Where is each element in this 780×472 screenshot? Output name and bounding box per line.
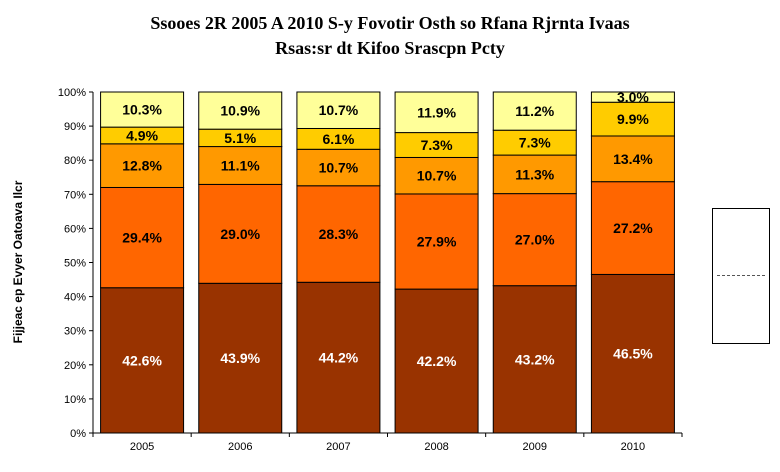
y-tick-label: 90% xyxy=(64,121,86,133)
bar-segment xyxy=(394,288,479,434)
bar-segment xyxy=(296,281,381,434)
y-tick-label: 40% xyxy=(64,292,86,304)
data-label: 11.9% xyxy=(417,104,456,120)
y-tick-label: 100% xyxy=(58,87,86,99)
bar-segment xyxy=(492,154,577,195)
bar-segment xyxy=(296,91,381,129)
data-label: 6.1% xyxy=(322,131,354,147)
data-label: 27.0% xyxy=(515,232,555,248)
data-label: 3.0% xyxy=(617,89,649,105)
data-label: 13.4% xyxy=(613,151,653,167)
data-label: 42.2% xyxy=(417,353,457,369)
data-label: 43.9% xyxy=(220,350,260,366)
data-label: 10.3% xyxy=(122,102,162,118)
y-tick-label: 30% xyxy=(64,326,86,338)
bar-segment xyxy=(100,186,185,289)
bar-segment xyxy=(590,101,675,137)
data-label: 27.9% xyxy=(417,234,457,250)
data-label: 42.6% xyxy=(122,352,162,368)
y-tick-label: 80% xyxy=(64,155,86,167)
bar-segment xyxy=(394,91,479,134)
data-label: 5.1% xyxy=(224,130,256,146)
bar-segment xyxy=(394,132,479,158)
y-tick-label: 0% xyxy=(70,428,86,440)
x-tick-label: 2008 xyxy=(424,441,448,453)
bar-segment xyxy=(590,91,675,103)
x-tick-label: 2006 xyxy=(228,441,252,453)
data-label: 11.2% xyxy=(515,103,554,119)
bar-segment xyxy=(198,282,283,434)
data-label: 10.7% xyxy=(417,168,457,184)
data-label: 12.8% xyxy=(122,158,162,174)
data-label: 10.7% xyxy=(319,160,359,176)
chart-title: Ssooes 2R 2005 A 2010 S-y Fovotir Osth s… xyxy=(150,13,630,33)
data-label: 11.1% xyxy=(221,157,260,173)
bar-segment xyxy=(198,183,283,284)
y-tick-label: 60% xyxy=(64,223,86,235)
data-label: 7.3% xyxy=(421,137,453,153)
data-label: 10.7% xyxy=(319,102,359,118)
bar-segment xyxy=(394,193,479,290)
x-tick-label: 2005 xyxy=(130,441,154,453)
bar-segment xyxy=(394,156,479,195)
bar-segment xyxy=(296,185,381,283)
bar-segment xyxy=(100,91,185,128)
legend xyxy=(712,208,770,344)
bar-segment xyxy=(296,148,381,187)
data-label: 44.2% xyxy=(319,350,359,366)
bar-segment xyxy=(492,285,577,434)
chart-subtitle: Rsas:sr dt Kifoo Srascpn Pcty xyxy=(275,38,505,58)
bar-segment xyxy=(198,91,283,130)
data-label: 28.3% xyxy=(319,226,359,242)
data-label: 46.5% xyxy=(613,346,653,362)
bar-segment xyxy=(590,181,675,275)
legend-line xyxy=(717,275,765,276)
data-label: 29.0% xyxy=(220,226,260,242)
data-label: 11.3% xyxy=(515,166,554,182)
y-tick-label: 10% xyxy=(64,394,86,406)
data-label: 29.4% xyxy=(122,230,162,246)
data-label: 7.3% xyxy=(519,135,551,151)
x-tick-label: 2009 xyxy=(523,441,547,453)
bar-segment xyxy=(492,129,577,156)
y-tick-label: 20% xyxy=(64,360,86,372)
data-label: 9.9% xyxy=(617,111,649,127)
bar-segment xyxy=(100,143,185,188)
bar-segment xyxy=(492,91,577,131)
y-tick-label: 50% xyxy=(64,258,86,270)
x-tick-label: 2010 xyxy=(621,441,645,453)
bar-segment xyxy=(100,287,185,434)
data-label: 10.9% xyxy=(220,103,260,119)
data-label: 4.9% xyxy=(126,127,158,143)
y-tick-label: 70% xyxy=(64,189,86,201)
x-tick-label: 2007 xyxy=(326,441,350,453)
data-label: 43.2% xyxy=(515,351,555,367)
data-label: 27.2% xyxy=(613,220,653,236)
bar-segment xyxy=(492,193,577,287)
bar-segment xyxy=(590,135,675,183)
